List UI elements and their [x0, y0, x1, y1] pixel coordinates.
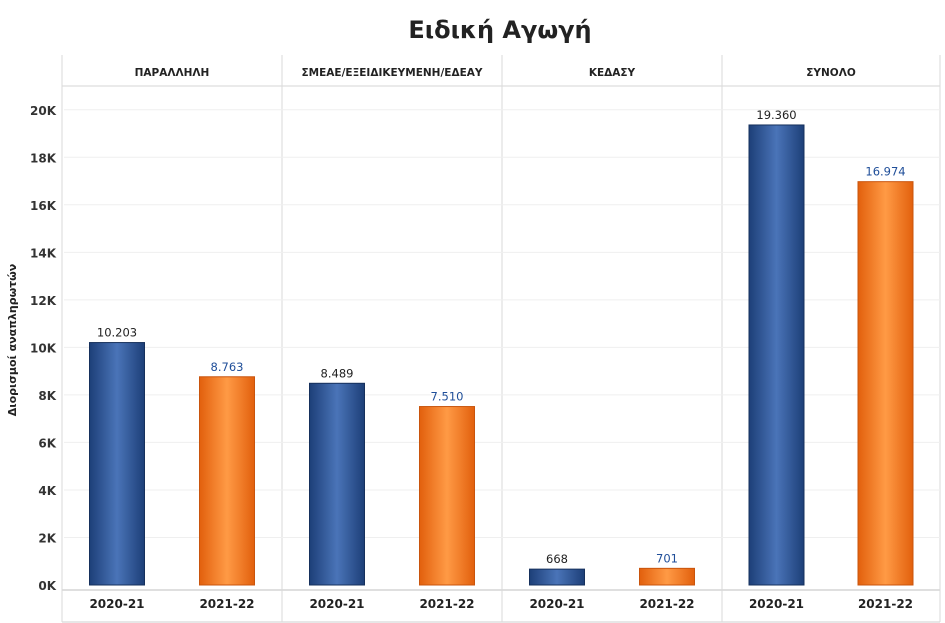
x-tick-label: 2021-22 — [419, 597, 474, 611]
bar — [748, 124, 805, 586]
y-tick-label: 8K — [38, 389, 56, 403]
y-axis-ticks: 0K 2K 4K 6K 8K 10K 12K 14K 16K 18K 20K — [30, 104, 57, 593]
panel-label: ΣΥΝΟΛΟ — [806, 67, 856, 79]
y-tick-label: 12K — [30, 294, 57, 308]
data-label: 16.974 — [865, 165, 905, 179]
data-label: 701 — [656, 551, 678, 565]
data-label: 19.360 — [756, 108, 796, 122]
x-tick-label: 2021-22 — [858, 597, 913, 611]
panel-label: ΚΕΔΑΣΥ — [589, 67, 636, 79]
panels: ΠΑΡΑΛΛΗΛΗ10.2032020-218.7632021-22ΣΜΕΑΕ/… — [89, 67, 914, 611]
plot-frame — [61, 55, 941, 623]
bar — [529, 568, 585, 586]
panel: ΣΥΝΟΛΟ 19.360 2020-21 16.974 2021-22 — [748, 67, 914, 611]
x-tick-label: 2021-22 — [639, 597, 694, 611]
y-tick-label: 0K — [38, 579, 56, 593]
bar — [419, 406, 475, 586]
y-tick-label: 2K — [38, 531, 56, 545]
panel-label: ΠΑΡΑΛΛΗΛΗ — [135, 67, 210, 79]
panel: ΣΜΕΑΕ/ΕΞΕΙΔΙΚΕΥΜΕΝΗ/ΕΔΕΑΥ 8.489 2020-21 7.5… — [302, 67, 483, 611]
panel: ΚΕΔΑΣΥ 668 2020-21 701 2021-22 — [529, 67, 695, 611]
chart-title: Ειδική Αγωγή — [408, 16, 591, 44]
y-tick-label: 18K — [30, 151, 57, 165]
panel-label: ΣΜΕΑΕ/ΕΞΕΙΔΙΚΕΥΜΕΝΗ/ΕΔΕΑΥ — [302, 67, 483, 79]
bar — [309, 382, 365, 586]
bar — [199, 376, 255, 586]
y-tick-label: 20K — [30, 104, 57, 118]
y-tick-label: 4K — [38, 484, 56, 498]
y-tick-label: 16K — [30, 199, 57, 213]
x-tick-label: 2020-21 — [309, 597, 364, 611]
data-label: 8.763 — [211, 360, 244, 374]
data-label: 668 — [546, 552, 568, 566]
x-tick-label: 2021-22 — [199, 597, 254, 611]
x-tick-label: 2020-21 — [89, 597, 144, 611]
bar — [89, 342, 145, 586]
data-label: 8.489 — [321, 366, 354, 380]
x-tick-label: 2020-21 — [529, 597, 584, 611]
y-axis-label: Διορισμοί αναπληρωτών — [6, 264, 19, 416]
bar — [639, 567, 695, 586]
y-tick-label: 6K — [38, 436, 56, 450]
y-tick-label: 14K — [30, 246, 57, 260]
x-tick-label: 2020-21 — [749, 597, 804, 611]
data-label: 10.203 — [97, 326, 137, 340]
y-tick-label: 10K — [30, 341, 57, 355]
panel: ΠΑΡΑΛΛΗΛΗ 10.203 2020-21 8.763 2021-22 — [89, 67, 255, 611]
bar — [857, 181, 914, 586]
data-label: 7.510 — [431, 390, 464, 404]
